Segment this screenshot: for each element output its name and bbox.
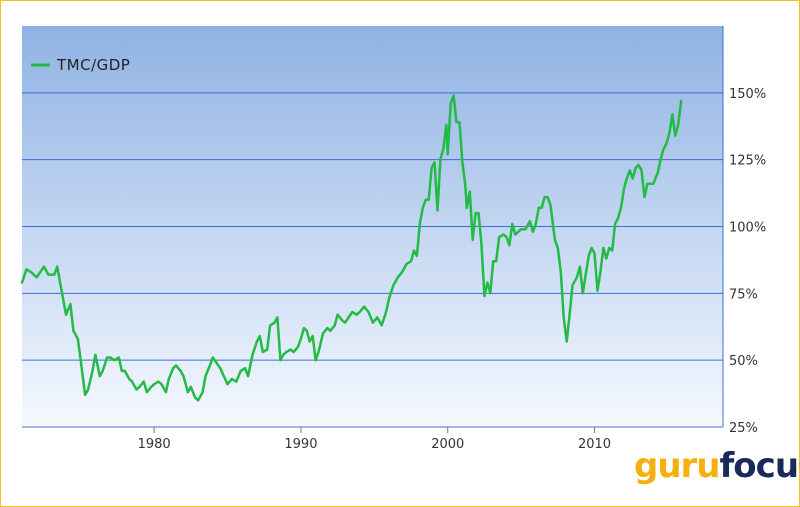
logo-guru: guru xyxy=(634,446,721,486)
x-tick-label: 2010 xyxy=(578,437,611,452)
legend-label: TMC/GDP xyxy=(56,56,130,74)
legend: TMC/GDP xyxy=(31,56,130,74)
x-tick-label: 2000 xyxy=(431,437,464,452)
x-tick-label: 1980 xyxy=(138,437,171,452)
gurufocus-logo[interactable]: gurufocus xyxy=(634,446,800,486)
y-tick-label: 25% xyxy=(729,421,758,436)
logo-focus: focus xyxy=(719,446,800,486)
x-tick-label: 1990 xyxy=(284,437,317,452)
series-line-tmc-gdp xyxy=(20,94,683,402)
y-tick-label: 50% xyxy=(729,354,758,369)
y-tick-label: 100% xyxy=(729,221,766,236)
y-tick-label: 75% xyxy=(729,287,758,302)
y-tick-label: 150% xyxy=(729,87,766,102)
y-tick-label: 125% xyxy=(729,154,766,169)
